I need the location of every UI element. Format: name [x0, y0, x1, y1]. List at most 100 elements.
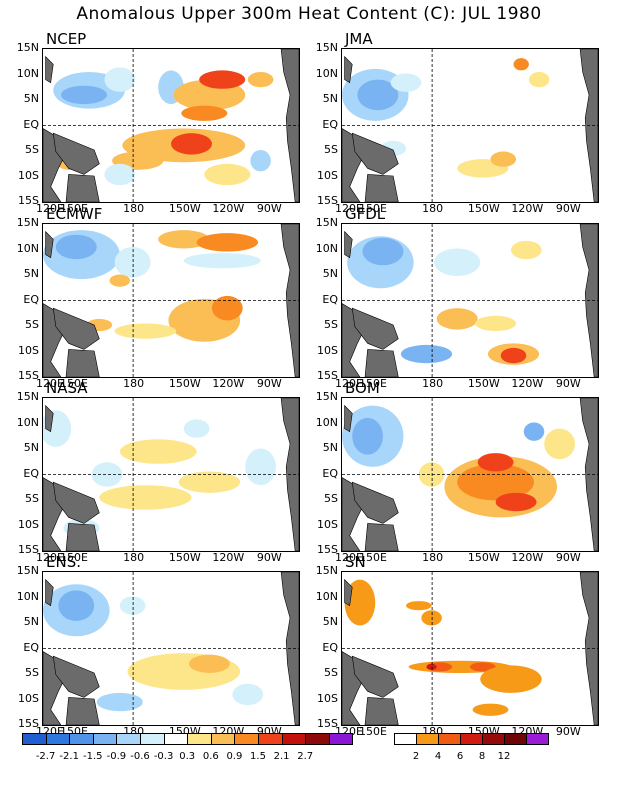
- landmass: [351, 655, 399, 698]
- latitude-label: 10S: [317, 517, 338, 531]
- map-area: [341, 48, 599, 203]
- latitude-label: EQ: [322, 117, 338, 131]
- panel-title: JMA: [345, 30, 373, 48]
- longitude-label: 90W: [555, 202, 581, 215]
- longitude-label: 90W: [256, 202, 282, 215]
- colorbar-label: -2.1: [59, 751, 79, 762]
- latitude-label: 15S: [18, 369, 39, 382]
- colorbar-swatch: [45, 733, 71, 745]
- colorbar-swatch: [163, 733, 189, 745]
- colorbar-label: 0.9: [226, 751, 243, 762]
- longitude-label: 120E: [335, 551, 363, 564]
- anomaly-contour: [171, 133, 212, 155]
- colorbar-label: 6: [456, 751, 464, 762]
- longitude-label: 150W: [467, 377, 500, 390]
- latitude-label: 15S: [317, 369, 338, 382]
- latitude-label: 15S: [18, 717, 39, 730]
- longitude-label: 120W: [212, 377, 245, 390]
- anomaly-contour: [344, 579, 376, 626]
- anomaly-contour: [544, 428, 575, 460]
- longitude-label: 180: [422, 202, 444, 215]
- landmass: [45, 230, 54, 259]
- landmass: [65, 349, 100, 377]
- colorbar-swatch: [234, 733, 259, 745]
- landmass: [344, 404, 353, 433]
- landmass: [344, 55, 353, 84]
- latitude-label: 5S: [324, 318, 338, 331]
- latitude-label: 10N: [16, 241, 39, 255]
- longitude-label: 120E: [36, 377, 64, 390]
- longitude-label: 180: [123, 202, 145, 215]
- anomaly-contour: [99, 485, 192, 510]
- anomaly-contour: [119, 596, 146, 615]
- colorbar-swatch: [438, 733, 461, 745]
- longitude-label: 120E: [335, 202, 363, 215]
- anomaly-contour: [104, 67, 136, 92]
- latitude-label: 5N: [322, 441, 338, 454]
- longitude-label: 120W: [212, 551, 245, 564]
- panel-title: GFDL: [345, 205, 386, 223]
- colorbar-label: 2.7: [297, 751, 314, 762]
- anomaly-contour: [352, 417, 383, 455]
- longitude-label: 90W: [555, 377, 581, 390]
- latitude-label: 15N: [315, 216, 338, 229]
- anomaly-contour: [232, 683, 264, 706]
- map-area: [341, 571, 599, 726]
- latitude-label: 15N: [16, 216, 39, 229]
- latitude-label: EQ: [23, 117, 39, 131]
- colorbar-label: 0.3: [179, 751, 196, 762]
- colorbar-label: 0.6: [202, 751, 219, 762]
- anomaly-contour: [158, 230, 210, 249]
- colorbar-swatch: [258, 733, 283, 745]
- latitude-label: 5S: [25, 492, 39, 505]
- landmass: [344, 230, 353, 259]
- colorbar-swatch: [210, 733, 236, 745]
- latitude-label: 5S: [324, 492, 338, 505]
- colorbar-swatch: [460, 733, 483, 745]
- anomaly-contour: [181, 105, 228, 121]
- landmass: [52, 132, 100, 175]
- anomaly-colorbar: -2.7 -2.1 -1.5 -0.9 -0.6 -0.3 0.3 0.6 0.9 1.5 2.1 2…: [22, 733, 357, 773]
- anomaly-contour: [480, 665, 542, 693]
- colorbar-swatch: [504, 733, 527, 745]
- latitude-label: 5N: [23, 615, 39, 628]
- anomaly-contour: [400, 344, 453, 364]
- anomaly-contour: [421, 610, 442, 626]
- landmass: [351, 132, 399, 175]
- colorbar-swatch: [69, 733, 94, 745]
- longitude-label: 120E: [335, 377, 363, 390]
- anomaly-contour: [510, 240, 542, 260]
- longitude-label: 150E: [59, 551, 88, 564]
- anomaly-contour: [199, 70, 246, 89]
- latitude-label: 5S: [25, 318, 39, 331]
- latitude-label: 15N: [315, 390, 338, 403]
- longitude-label: 90W: [256, 377, 282, 390]
- anomaly-contour: [196, 233, 259, 252]
- latitude-label: EQ: [322, 640, 338, 654]
- anomaly-contour: [178, 471, 241, 493]
- anomaly-contour: [418, 462, 445, 487]
- landmass: [65, 697, 100, 725]
- anomaly-contour: [60, 85, 107, 105]
- latitude-label: 10N: [315, 66, 338, 80]
- landmass: [351, 307, 399, 350]
- latitude-label: 5N: [322, 615, 338, 628]
- colorbar-label: 2.1: [273, 751, 290, 762]
- latitude-label: 15S: [18, 543, 39, 556]
- landmass: [364, 174, 399, 202]
- map-area: [42, 571, 300, 726]
- anomaly-contour: [55, 234, 97, 260]
- longitude-label: 120W: [511, 551, 544, 564]
- latitude-label: 15N: [16, 390, 39, 403]
- landmass: [52, 307, 100, 350]
- anomaly-contour: [490, 151, 517, 167]
- anomaly-contour: [114, 246, 151, 278]
- longitude-label: 120W: [511, 377, 544, 390]
- anomaly-contour: [96, 692, 143, 712]
- longitude-label: 150E: [358, 551, 387, 564]
- figure-title: Anomalous Upper 300m Heat Content (C): J…: [76, 4, 542, 24]
- anomaly-contour: [183, 419, 210, 438]
- anomaly-contour: [477, 453, 514, 472]
- latitude-label: EQ: [23, 640, 39, 654]
- longitude-label: 150W: [168, 551, 201, 564]
